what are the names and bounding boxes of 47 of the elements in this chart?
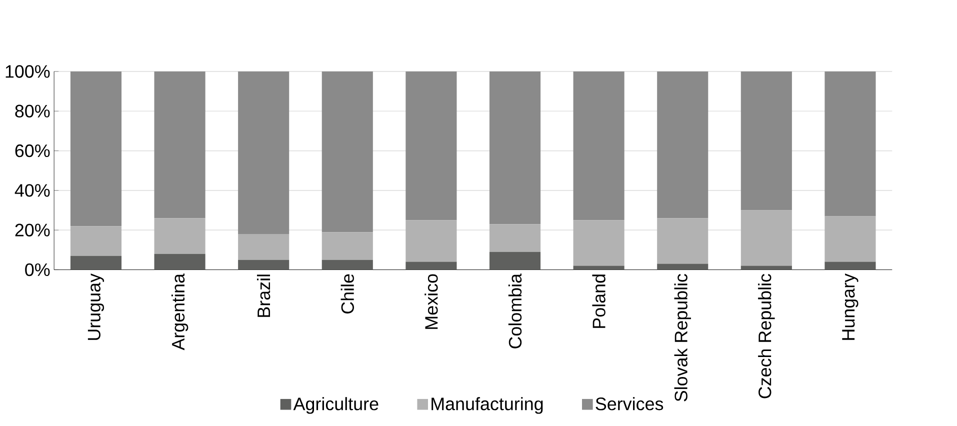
bar xyxy=(322,260,373,270)
bar xyxy=(406,72,457,220)
bar xyxy=(154,254,206,270)
bar xyxy=(824,216,876,262)
x-tick-label: Czech Republic xyxy=(758,274,775,398)
bar xyxy=(573,220,624,266)
bar xyxy=(657,218,708,264)
x-tick-label: Chile xyxy=(340,274,354,314)
bar xyxy=(154,218,206,254)
y-tick-label: 20% xyxy=(15,224,50,236)
bar xyxy=(154,72,206,218)
bar xyxy=(740,210,792,266)
bar xyxy=(406,262,457,270)
bar xyxy=(322,232,373,260)
y-tick-label: 80% xyxy=(15,104,50,118)
bar xyxy=(70,72,122,226)
bar xyxy=(489,72,541,224)
y-tick-label: 40% xyxy=(14,184,50,197)
x-tick-label: Uruguay xyxy=(88,274,104,340)
x-tick-label: Brazil xyxy=(257,274,270,317)
legend-label: Agriculture xyxy=(293,397,378,414)
x-tick-label: Mexico xyxy=(424,274,438,329)
bar xyxy=(657,264,708,270)
y-tick-label: 60% xyxy=(15,144,50,158)
bar xyxy=(489,224,541,252)
bar xyxy=(824,262,876,270)
x-tick-label: Poland xyxy=(592,274,606,328)
legend-label: Services xyxy=(596,397,664,410)
x-tick-label: Colombia xyxy=(508,274,522,348)
bar xyxy=(70,226,122,256)
bar xyxy=(406,220,457,262)
bar xyxy=(238,260,290,270)
x-tick-label: Slovak Republic xyxy=(674,274,691,402)
bar xyxy=(322,72,373,232)
y-tick-label: 100% xyxy=(6,65,50,78)
bar xyxy=(657,72,708,218)
x-tick-label: Argentina xyxy=(171,274,188,350)
bar xyxy=(824,72,876,216)
bar xyxy=(489,252,541,270)
bar xyxy=(740,72,792,210)
legend-label: Manufacturing xyxy=(432,397,543,414)
bar xyxy=(70,256,122,270)
x-tick-label: Hungary xyxy=(842,274,858,340)
y-tick-label: 0% xyxy=(25,263,50,276)
bar xyxy=(573,72,624,220)
bar xyxy=(238,234,290,260)
bar xyxy=(238,72,290,234)
